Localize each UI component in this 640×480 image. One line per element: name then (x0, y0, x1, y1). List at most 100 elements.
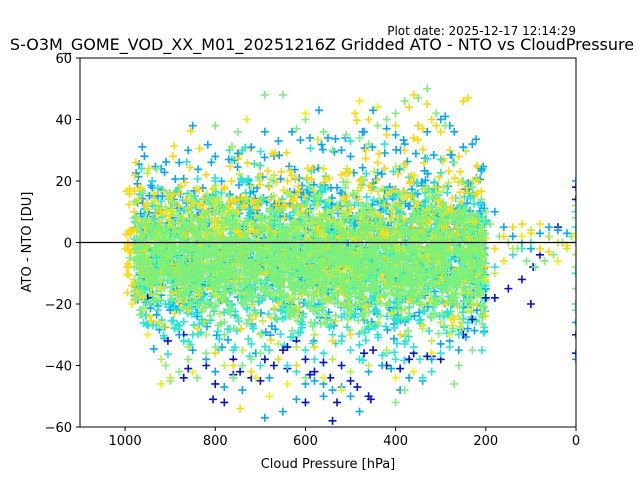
cloud-point (468, 216, 477, 225)
cloud-point (315, 311, 324, 320)
cloud-point (145, 191, 154, 200)
cloud-point (211, 282, 220, 291)
cloud-point (360, 256, 369, 265)
cloud-point (446, 255, 455, 264)
cloud-point (260, 342, 269, 351)
cloud-point (165, 215, 174, 224)
cloud-point (473, 246, 482, 255)
cloud-point (339, 192, 348, 201)
cloud-point (434, 329, 443, 338)
cloud-point (388, 201, 397, 210)
cloud-point (260, 282, 269, 291)
cloud-point (158, 230, 167, 239)
cloud-point (142, 320, 151, 329)
cloud-point (216, 199, 225, 208)
cloud-point (336, 197, 345, 206)
cloud-point (143, 202, 152, 211)
cloud-point (397, 313, 406, 322)
cloud-point (277, 283, 286, 292)
cloud-point (410, 292, 419, 301)
cloud-point (391, 316, 400, 325)
cloud-point (348, 244, 357, 253)
cloud-point (277, 233, 286, 242)
cloud-point (280, 229, 289, 238)
cloud-point (330, 147, 339, 156)
cloud-point (152, 310, 161, 319)
cloud-point (189, 214, 198, 223)
cloud-point (356, 290, 365, 299)
cloud-point (260, 153, 269, 162)
cloud-point (357, 282, 366, 291)
cloud-point (369, 196, 378, 205)
cloud-point (149, 321, 158, 330)
cloud-point (365, 181, 374, 190)
cloud-point (383, 325, 392, 334)
cloud-point (133, 234, 142, 243)
cloud-point (192, 243, 201, 252)
cloud-point (320, 249, 329, 258)
cloud-point (186, 298, 195, 307)
cloud-point (414, 208, 423, 217)
cloud-point (481, 312, 490, 321)
cloud-point (258, 316, 267, 325)
cloud-point (264, 181, 273, 190)
cloud-point (472, 290, 481, 299)
cloud-point (288, 326, 297, 335)
cloud-point (181, 178, 190, 187)
cloud-point (241, 249, 250, 258)
cloud-point (267, 322, 276, 331)
cloud-point (158, 192, 167, 201)
cloud-point (136, 209, 145, 218)
cloud-point (344, 169, 353, 178)
cloud-point (166, 271, 175, 280)
cloud-point (444, 178, 453, 187)
cloud-point (344, 315, 353, 324)
cloud-point (374, 318, 383, 327)
cloud-point (477, 187, 486, 196)
cloud-point (224, 335, 233, 344)
cloud-point (392, 145, 401, 154)
cloud-point (306, 221, 315, 230)
cloud-point (198, 184, 207, 193)
cloud-point (192, 301, 201, 310)
cloud-point (358, 260, 367, 269)
cloud-point (133, 179, 142, 188)
cloud-point (175, 244, 184, 253)
cloud-point (375, 149, 384, 158)
cloud-point (310, 291, 319, 300)
cloud-point (361, 146, 370, 155)
cloud-point (444, 167, 453, 176)
cloud-point (215, 309, 224, 318)
cloud-point (445, 297, 454, 306)
cloud-point (257, 329, 266, 338)
cloud-point (312, 202, 321, 211)
cloud-point (269, 291, 278, 300)
cloud-point (430, 299, 439, 308)
cloud-point (228, 285, 237, 294)
cloud-point (287, 297, 296, 306)
cloud-point (428, 266, 437, 275)
cloud-point (315, 209, 324, 218)
cloud-point (138, 257, 147, 266)
cloud-point (399, 163, 408, 172)
cloud-point (263, 166, 272, 175)
cloud-point (418, 228, 427, 237)
cloud-point (439, 183, 448, 192)
cloud-point (318, 145, 327, 154)
cloud-point (438, 288, 447, 297)
cloud-point (259, 246, 268, 255)
cloud-point (185, 284, 194, 293)
cloud-point (191, 231, 200, 240)
cloud-point (189, 253, 198, 262)
cloud-point (463, 188, 472, 197)
cloud-point (477, 222, 486, 231)
cloud-point (345, 308, 354, 317)
cloud-point (158, 212, 167, 221)
cloud-point (179, 174, 188, 183)
cloud-point (171, 280, 180, 289)
cloud-point (341, 183, 350, 192)
cloud-point (231, 239, 240, 248)
cloud-point (431, 183, 440, 192)
cloud-point (367, 266, 376, 275)
cloud-point (388, 208, 397, 217)
